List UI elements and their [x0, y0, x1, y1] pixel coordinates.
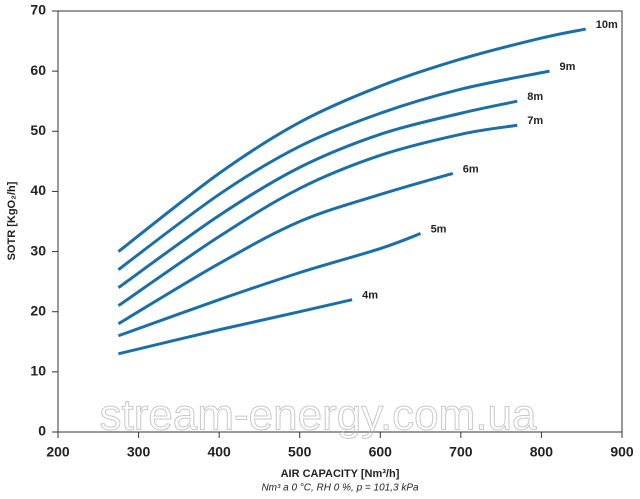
y-tick-label: 10 [30, 363, 46, 379]
x-tick-label: 900 [610, 444, 634, 460]
curve [117, 171, 454, 326]
curve [117, 232, 422, 338]
y-tick-label: 70 [30, 2, 46, 18]
y-tick-label: 0 [38, 423, 46, 439]
x-tick-label: 400 [207, 444, 231, 460]
series-label: 10m [596, 19, 618, 31]
plot-frame [57, 10, 623, 433]
curve [118, 298, 353, 356]
x-tick-label: 200 [46, 444, 70, 460]
x-tick-label: 600 [369, 444, 393, 460]
series-label: 7m [527, 115, 543, 127]
x-tick-label: 800 [530, 444, 554, 460]
y-tick-label: 20 [30, 302, 46, 318]
curve [117, 123, 518, 307]
y-axis-label: SOTR [KgO₂/h] [6, 181, 18, 260]
watermark: stream-energy.com.ua [100, 391, 537, 440]
series-label: 5m [431, 223, 447, 235]
y-tick-label: 30 [30, 242, 46, 258]
series-label: 8m [527, 91, 543, 103]
x-axis-label: AIR CAPACITY [Nm³/h] [281, 468, 400, 480]
series-label: 9m [559, 61, 575, 73]
series-label: 6m [463, 163, 479, 175]
curve [117, 69, 550, 271]
curve [117, 99, 518, 289]
x-tick-label: 500 [288, 444, 312, 460]
y-tick-label: 60 [30, 62, 46, 78]
y-tick-label: 40 [30, 182, 46, 198]
footnote: Nm³ a 0 °C, RH 0 %, p = 101,3 kPa [261, 483, 419, 494]
curve [117, 27, 587, 253]
series-label: 4m [362, 290, 378, 302]
y-tick-label: 50 [30, 122, 46, 138]
x-tick-label: 700 [449, 444, 473, 460]
x-tick-label: 300 [127, 444, 151, 460]
